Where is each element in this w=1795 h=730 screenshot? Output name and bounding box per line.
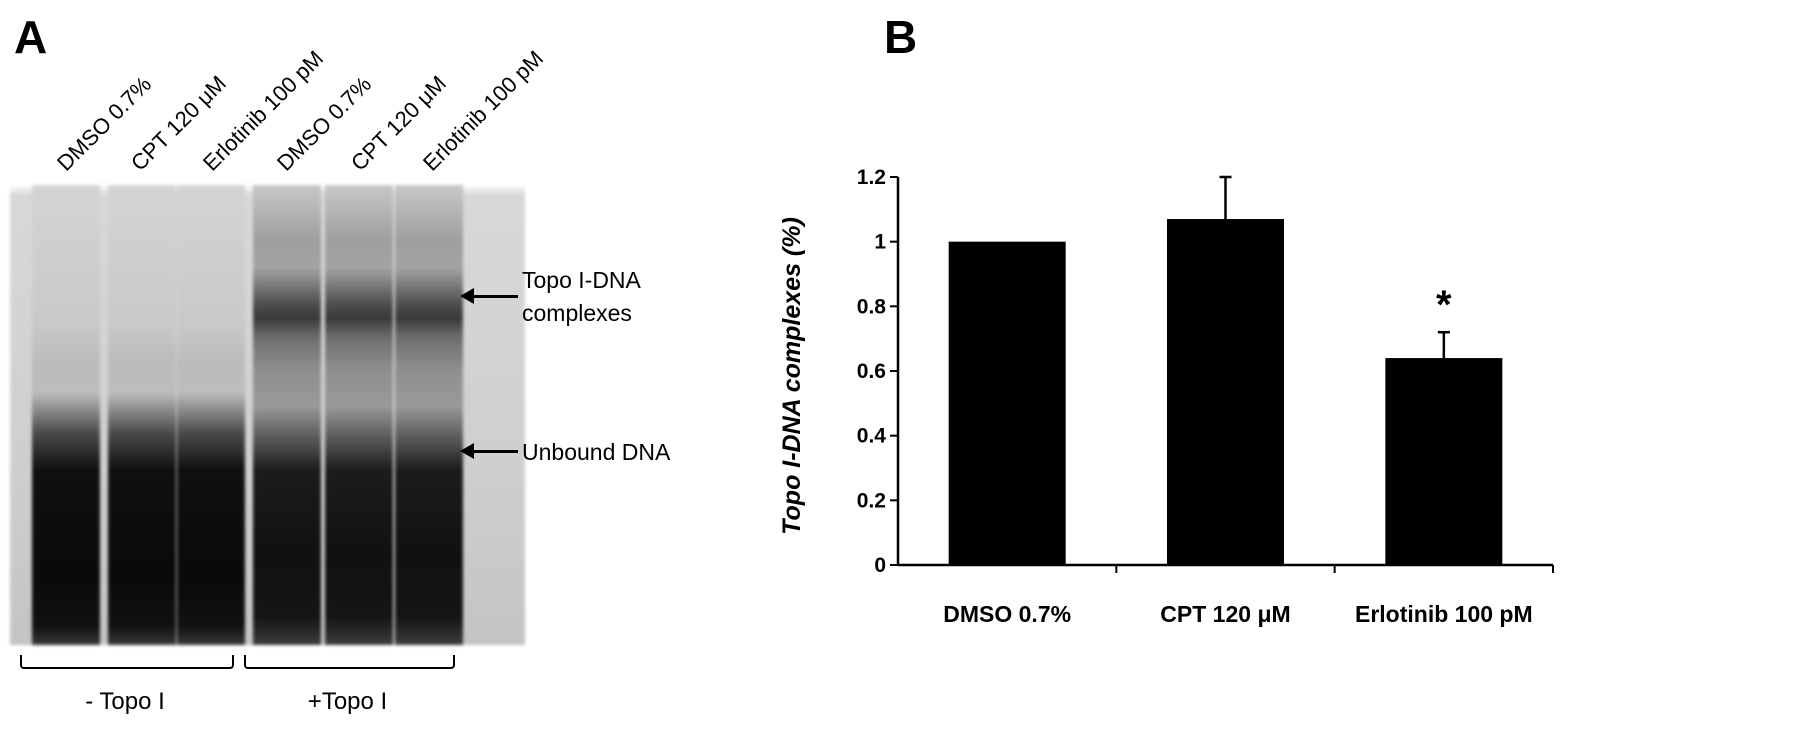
gel-lane	[108, 185, 176, 645]
unbound-arrow-icon	[460, 443, 518, 459]
y-tick-label: 0.2	[857, 489, 886, 512]
complexes-arrow-icon	[460, 288, 518, 304]
plus-topo-label: +Topo I	[307, 688, 388, 715]
significance-label: *	[1436, 283, 1452, 327]
y-tick-label: 0.4	[857, 425, 887, 448]
gel-lane	[32, 185, 100, 645]
gel-lane	[253, 185, 321, 645]
x-tick-label: CPT 120 μM	[1160, 601, 1290, 627]
y-tick-label: 0.8	[857, 295, 887, 318]
y-tick-label: 0	[874, 554, 886, 577]
gel-image	[10, 185, 525, 645]
bar	[1385, 358, 1503, 565]
y-tick-label: 0.6	[857, 360, 886, 383]
gel-lane	[325, 185, 393, 645]
y-tick-label: 1.2	[857, 166, 886, 189]
bar	[1167, 219, 1284, 566]
y-axis-title: Topo I-DNA complexes (%)	[778, 217, 806, 535]
minus-topo-label: - Topo I	[85, 688, 165, 715]
x-tick-label: Erlotinib 100 pM	[1355, 601, 1533, 627]
unbound-band-label: Unbound DNA	[522, 439, 671, 465]
complexes-band-label: Topo I-DNA complexes	[522, 267, 641, 326]
x-tick-label: DMSO 0.7%	[943, 601, 1071, 627]
minus-topo-bracket	[20, 655, 234, 669]
panel-a-label: A	[14, 11, 48, 63]
y-tick-label: 1	[874, 231, 886, 254]
bar	[948, 241, 1066, 565]
gel-lane	[177, 185, 245, 645]
panel-b-label: B	[884, 11, 918, 63]
plus-topo-bracket	[244, 655, 455, 669]
gel-lane	[395, 185, 463, 645]
